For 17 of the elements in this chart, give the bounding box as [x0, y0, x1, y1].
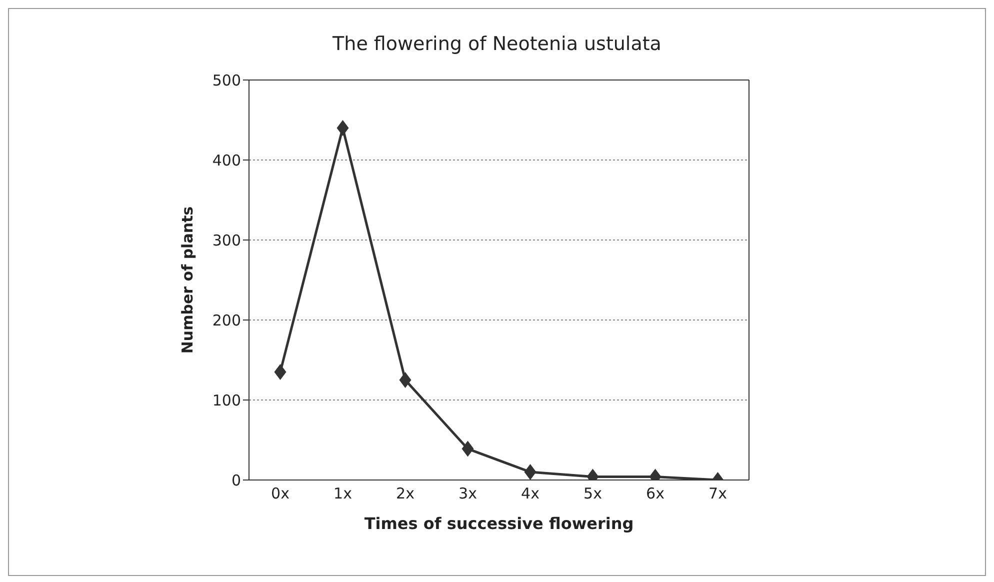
- x-tick-label: 1x: [334, 484, 352, 503]
- x-tick-label: 4x: [521, 484, 540, 503]
- x-tick-label: 7x: [708, 484, 728, 503]
- x-tick-label: 5x: [584, 484, 602, 503]
- y-tick-label: 100: [212, 391, 241, 410]
- y-tick-label: 200: [212, 311, 241, 330]
- x-tick-label: 3x: [458, 484, 478, 503]
- x-tick-label: 6x: [646, 484, 665, 503]
- y-tick-label: 400: [212, 151, 241, 170]
- x-tick-label: 0x: [271, 484, 290, 503]
- y-tick-label: 0: [231, 471, 241, 490]
- y-axis-title: Number of plants: [178, 206, 196, 354]
- x-tick-label: 2x: [396, 484, 415, 503]
- x-axis-title: Times of successive flowering: [364, 514, 634, 533]
- chart-title: The flowering of Neotenia ustulata: [332, 33, 662, 55]
- y-tick-label: 500: [212, 71, 241, 90]
- y-tick-label: 300: [212, 231, 241, 250]
